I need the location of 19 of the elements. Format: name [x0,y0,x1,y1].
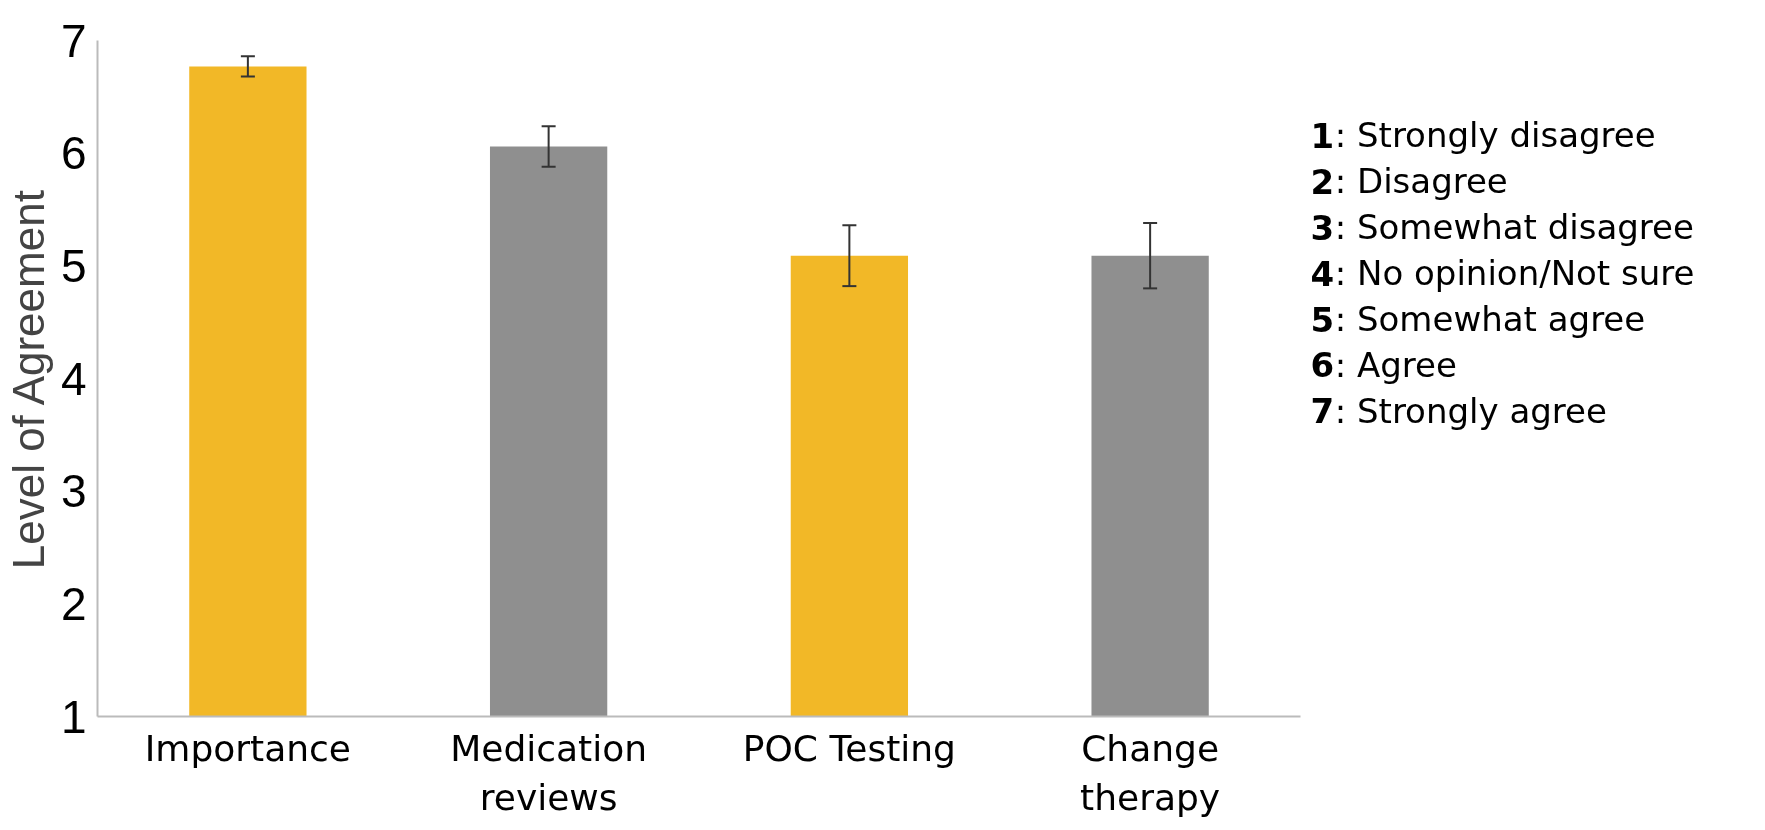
y-tick-label: 6 [60,127,87,180]
y-tick-label: 7 [60,14,87,67]
text: 3: Somewhat disagree [1310,207,1694,248]
x-tick-label: Change therapy [1080,727,1221,818]
text: 6: Agree [1310,344,1457,386]
x-tick-label: Medication reviews [450,727,648,818]
text: 7: Strongly agree [1310,390,1607,432]
y-tick-label: 3 [60,465,87,518]
text: 1: Strongly disagree [1310,115,1656,156]
y-tick-label: 2 [60,577,87,630]
x-tick-label: Importance [144,727,352,769]
text: 4: No opinion/Not sure [1310,253,1695,294]
x-tick-label: POC Testing [742,727,956,769]
y-tick-label: 1 [60,690,87,743]
y-tick-label: 5 [60,239,87,292]
text: 2: Disagree [1310,161,1508,202]
text: 5: Somewhat agree [1310,299,1646,340]
y-axis-title: Level of Agreement [3,190,53,570]
y-tick-label: 4 [60,352,87,405]
